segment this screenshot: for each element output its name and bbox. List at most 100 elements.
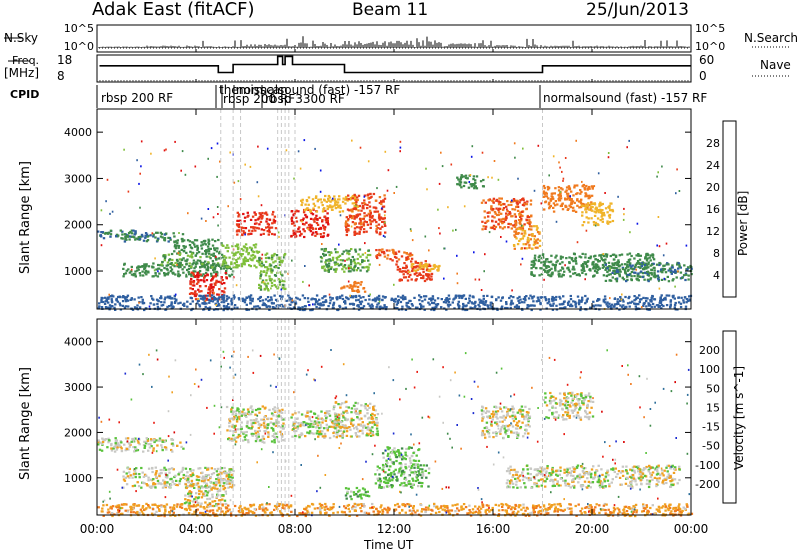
data-cell [154, 471, 158, 475]
data-cell [323, 268, 327, 271]
data-cell [440, 298, 443, 301]
data-cell [311, 233, 314, 236]
data-cell [243, 262, 246, 265]
data-cell [506, 200, 509, 203]
data-cell [378, 298, 381, 301]
data-cell [378, 201, 382, 205]
data-cell [558, 303, 562, 306]
data-cell [520, 226, 523, 229]
data-cell [229, 429, 232, 432]
data-cell [638, 300, 641, 304]
data-cell [519, 213, 523, 216]
data-cell [221, 264, 224, 268]
data-cell [265, 220, 268, 223]
data-cell [662, 304, 665, 308]
data-cell [578, 274, 581, 277]
data-cell [110, 444, 113, 447]
data-cell [536, 296, 540, 299]
data-cell [575, 192, 578, 196]
data-cell [351, 209, 354, 213]
data-cell [126, 475, 130, 478]
data-cell [273, 252, 276, 256]
data-cell [124, 272, 128, 275]
data-cell [213, 298, 216, 301]
data-cell [547, 269, 551, 272]
data-cell [465, 304, 468, 307]
data-cell [269, 267, 272, 270]
data-cell [357, 262, 360, 265]
data-cell [174, 300, 177, 303]
data-cell [144, 232, 148, 235]
noise-cell [260, 257, 263, 260]
data-cell [215, 481, 219, 484]
noise-cell [575, 139, 577, 142]
data-cell [601, 263, 605, 267]
data-cell [405, 258, 409, 261]
data-cell [230, 273, 234, 276]
data-cell [474, 179, 477, 182]
data-cell [195, 239, 199, 242]
data-cell [189, 255, 192, 258]
data-cell [345, 226, 348, 229]
data-cell [320, 260, 323, 263]
data-cell [384, 224, 387, 227]
data-cell [354, 294, 358, 298]
data-cell [393, 255, 397, 259]
noise-cell [216, 142, 219, 145]
data-cell [540, 261, 543, 264]
data-cell [240, 414, 243, 417]
data-cell [188, 244, 192, 247]
data-cell [584, 253, 587, 256]
data-cell [186, 480, 190, 483]
data-cell [508, 211, 511, 214]
data-cell [167, 271, 170, 274]
data-cell [554, 204, 557, 207]
data-cell [274, 298, 278, 301]
data-cell [395, 260, 399, 263]
data-cell [118, 302, 121, 305]
data-cell [128, 271, 132, 274]
data-cell [267, 435, 270, 438]
data-cell [108, 304, 112, 307]
data-cell [206, 307, 210, 310]
data-cell [552, 302, 555, 305]
data-cell [249, 294, 253, 297]
data-cell [263, 302, 266, 306]
data-cell [589, 255, 592, 258]
data-cell [374, 199, 378, 202]
data-cell [162, 255, 165, 258]
data-cell [175, 258, 179, 261]
data-cell [259, 439, 262, 442]
data-cell [170, 467, 174, 470]
data-cell [539, 267, 542, 270]
data-cell [379, 232, 382, 236]
data-cell [448, 297, 451, 300]
data-cell [649, 304, 652, 307]
data-cell [169, 304, 173, 307]
data-cell [637, 254, 640, 257]
data-cell [565, 186, 569, 189]
data-cell [346, 252, 349, 255]
data-cell [332, 307, 335, 310]
data-cell [367, 266, 370, 269]
data-cell [530, 267, 533, 270]
data-cell [137, 485, 141, 488]
data-cell [349, 270, 352, 273]
data-cell [142, 239, 146, 242]
data-cell [239, 428, 243, 431]
data-cell [154, 274, 157, 277]
noise-cell [511, 199, 513, 202]
data-cell [200, 490, 203, 493]
data-cell [160, 297, 163, 300]
data-cell [656, 274, 660, 277]
data-cell [271, 269, 274, 272]
data-cell [628, 252, 632, 255]
data-cell [451, 301, 454, 304]
data-cell [526, 306, 529, 309]
data-cell [295, 216, 298, 219]
data-cell [356, 214, 360, 217]
data-cell [279, 415, 282, 418]
noise-cell [428, 249, 430, 252]
data-cell [178, 480, 182, 483]
